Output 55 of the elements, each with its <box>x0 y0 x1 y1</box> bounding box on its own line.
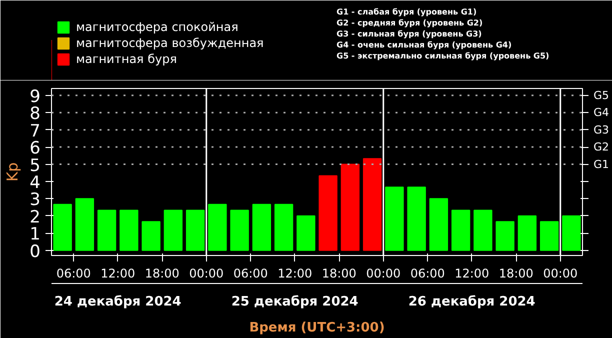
x-tick-label: 00:00 <box>366 266 401 280</box>
bar <box>120 210 138 251</box>
text: G4 - очень сильная буря (уровень G4) <box>336 40 512 50</box>
bar <box>142 221 160 251</box>
text: 26 декабря 2024 <box>408 294 536 310</box>
ref-line-label: G5 <box>594 88 610 102</box>
bar <box>75 198 94 251</box>
bar <box>340 164 360 251</box>
x-tick-label: 12:00 <box>100 266 136 280</box>
bar <box>208 204 227 251</box>
text: G3 - сильная буря (уровень G3) <box>336 30 482 38</box>
bar <box>274 204 294 251</box>
bar <box>296 215 316 251</box>
x-tick-label: 00:00 <box>543 266 578 280</box>
bar <box>318 175 338 251</box>
text: G2 - средняя буря (уровень G2) <box>336 18 483 28</box>
x-axis-title: Время (UTC+3:00) <box>249 320 385 336</box>
bar <box>540 221 559 251</box>
text: G5 - экстремально сильная буря (уровень G5) <box>336 52 550 60</box>
y-tick-label: 9 <box>30 86 41 107</box>
ref-line-label: G2 <box>594 140 610 154</box>
x-tick-label: 00:00 <box>189 266 224 280</box>
x-tick-label: 12:00 <box>278 266 312 280</box>
bar <box>362 158 382 251</box>
legend-label: магнитосфера спокойная <box>76 20 238 34</box>
ref-line-label: G4 <box>594 106 610 120</box>
bar <box>97 210 116 251</box>
bar <box>230 210 249 251</box>
x-tick-label: 06:00 <box>56 266 91 280</box>
x-tick-label: 12:00 <box>454 266 490 280</box>
legend-label: магнитная буря <box>76 52 177 66</box>
ref-line-label: G3 <box>594 123 610 136</box>
x-tick-label: 06:00 <box>233 266 268 280</box>
bar <box>186 210 205 251</box>
bar <box>164 210 183 251</box>
text: G1 - слабая буря (уровень G1) <box>336 8 477 16</box>
bar <box>562 215 581 251</box>
bar <box>407 186 426 251</box>
ref-line-label: G1 <box>594 158 610 171</box>
bar <box>451 210 470 251</box>
bar <box>385 186 404 251</box>
bar <box>496 221 514 251</box>
bar <box>429 198 448 251</box>
bar <box>53 204 72 251</box>
x-tick-label: 18:00 <box>322 266 356 280</box>
bar <box>474 210 492 251</box>
x-tick-label: 18:00 <box>144 266 180 280</box>
legend-label: магнитосфера возбужденная <box>76 36 264 50</box>
bar <box>518 215 537 251</box>
x-tick-label: 18:00 <box>498 266 534 280</box>
bar <box>252 204 272 251</box>
y-axis-title: Kp <box>4 162 22 182</box>
text: 24 декабря 2024 <box>54 294 182 310</box>
x-tick-label: 06:00 <box>410 266 445 280</box>
text: 25 декабря 2024 <box>231 294 358 310</box>
